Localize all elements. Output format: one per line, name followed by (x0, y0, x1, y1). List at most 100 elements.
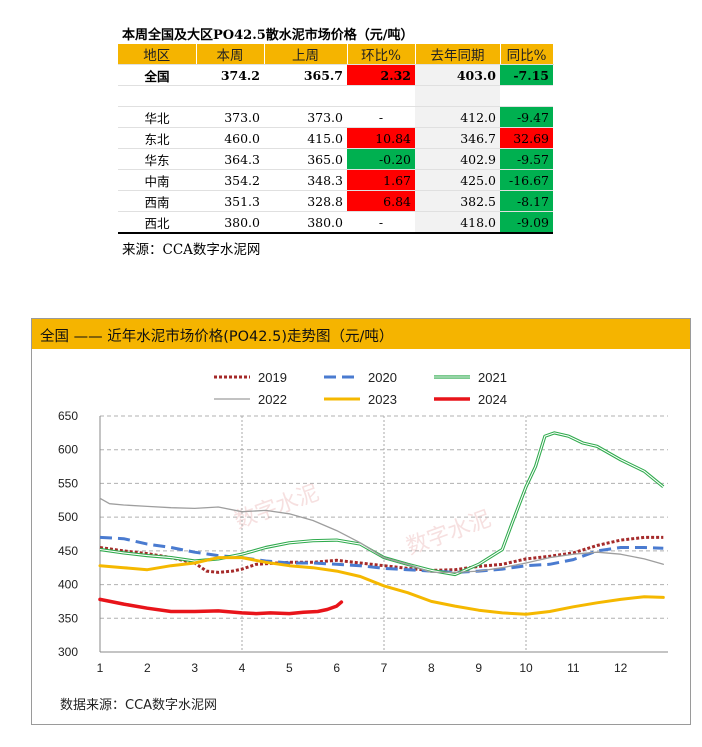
cell-wow: - (347, 106, 415, 128)
series-2019-line (99, 535, 664, 574)
legend-label-2019: 2019 (258, 370, 287, 385)
cell-region: 西南 (118, 190, 196, 212)
cell-region: 中南 (118, 169, 196, 191)
cell-last-year: 382.5 (415, 190, 500, 212)
cell-wow (347, 85, 415, 107)
table-row: 全国 374.2 365.7 2.32 403.0 -7.15 (118, 64, 553, 86)
table-title: 本周全国及大区PO42.5散水泥市场价格（元/吨） (122, 28, 414, 43)
x-tick-label: 8 (428, 661, 435, 675)
header-last-year: 去年同期 (415, 44, 501, 65)
cell-yoy: 32.69 (500, 127, 553, 149)
cell-region: 华北 (118, 106, 196, 128)
cell-yoy: -16.67 (500, 169, 553, 191)
cell-yoy: -9.09 (500, 211, 553, 234)
chart-title: 全国 —— 近年水泥市场价格(PO42.5)走势图（元/吨） (40, 329, 394, 345)
series-2020-line (99, 535, 664, 574)
y-tick-label: 600 (58, 443, 78, 457)
cell-this-week: 380.0 (196, 211, 264, 234)
cell-last-year: 402.9 (415, 148, 500, 170)
table-row: 中南 354.2 348.3 1.67 425.0 -16.67 (118, 169, 553, 191)
x-tick-label: 3 (191, 661, 198, 675)
cell-this-week: 460.0 (196, 127, 264, 149)
cell-this-week: 374.2 (196, 64, 264, 86)
y-tick-label: 400 (58, 578, 78, 592)
cell-region: 东北 (118, 127, 196, 149)
header-wow: 环比% (347, 44, 416, 65)
cell-last-year: 346.7 (415, 127, 500, 149)
cell-last-week: 415.0 (264, 127, 347, 149)
chart-header: 全国 —— 近年水泥市场价格(PO42.5)走势图（元/吨） (32, 319, 690, 349)
table-row: 华东 364.3 365.0 -0.20 402.9 -9.57 (118, 148, 553, 170)
cell-yoy: -8.17 (500, 190, 553, 212)
cell-wow: -0.20 (347, 148, 415, 170)
y-tick-label: 550 (58, 476, 78, 490)
y-tick-label: 350 (58, 611, 78, 625)
y-tick-label: 650 (58, 409, 78, 423)
cell-last-week (264, 85, 347, 107)
cell-region: 西北 (118, 211, 196, 234)
x-tick-label: 9 (475, 661, 482, 675)
cell-this-week: 373.0 (196, 106, 264, 128)
table-row: 华北 373.0 373.0-412.0 -9.47 (118, 106, 553, 128)
cell-yoy: -7.15 (500, 64, 553, 86)
legend-label-2023: 2023 (368, 392, 397, 407)
series-2024-line (98, 597, 344, 616)
cell-last-year (415, 85, 500, 107)
x-tick-label: 1 (97, 661, 104, 675)
cell-wow: 2.32 (347, 64, 415, 86)
legend-label-2022: 2022 (258, 392, 287, 407)
cell-last-week: 365.7 (264, 64, 347, 86)
chart-source: 数据来源：CCA数字水泥网 (60, 698, 218, 713)
x-tick-label: 4 (239, 661, 246, 675)
cell-region: 全国 (118, 64, 196, 86)
cell-last-year: 418.0 (415, 211, 500, 234)
header-this-week: 本周 (196, 44, 265, 65)
x-tick-label: 10 (519, 661, 533, 675)
y-tick-label: 500 (58, 510, 78, 524)
table-row: 东北 460.0 415.0 10.84 346.7 32.69 (118, 127, 553, 149)
x-tick-label: 5 (286, 661, 293, 675)
cell-this-week: 364.3 (196, 148, 264, 170)
cell-last-year: 425.0 (415, 169, 500, 191)
x-tick-label: 11 (567, 661, 580, 675)
legend-label-2024: 2024 (478, 392, 507, 407)
series-2022-line (99, 497, 664, 574)
cell-wow: - (347, 211, 415, 234)
x-tick-label: 12 (614, 661, 628, 675)
series-2023-line (98, 556, 665, 616)
cell-last-week: 380.0 (264, 211, 347, 234)
cell-last-year: 412.0 (415, 106, 500, 128)
table-row: 西北 380.0 380.0-418.0 -9.09 (118, 211, 553, 234)
cell-yoy (500, 85, 553, 107)
x-tick-label: 7 (381, 661, 388, 675)
table-source: 来源：CCA数字水泥网 (122, 242, 261, 258)
cell-region: 华东 (118, 148, 196, 170)
cell-yoy: -9.57 (500, 148, 553, 170)
x-tick-label: 2 (144, 661, 151, 675)
header-yoy: 同比% (500, 44, 554, 65)
price-table: 地区 本周 上周 环比% 去年同期 同比% 全国 374.2 365.7 2.32 40… (118, 44, 554, 234)
cell-last-week: 365.0 (264, 148, 347, 170)
table-header-row: 地区 本周 上周 环比% 去年同期 同比% (118, 44, 554, 65)
cell-wow: 10.84 (347, 127, 415, 149)
cell-yoy: -9.47 (500, 106, 553, 128)
x-tick-label: 6 (333, 661, 340, 675)
cell-this-week: 351.3 (196, 190, 264, 212)
y-tick-label: 450 (58, 544, 78, 558)
cell-wow: 6.84 (347, 190, 415, 212)
table-row: 西南 351.3 328.8 6.84 382.5 -8.17 (118, 190, 553, 212)
y-tick-label: 300 (58, 645, 78, 659)
cell-last-week: 373.0 (264, 106, 347, 128)
cell-region (118, 85, 196, 107)
legend-label-2020: 2020 (368, 370, 397, 385)
cell-this-week (196, 85, 264, 107)
cell-this-week: 354.2 (196, 169, 264, 191)
cell-last-week: 348.3 (264, 169, 347, 191)
header-region: 地区 (118, 44, 197, 65)
header-last-week: 上周 (264, 44, 348, 65)
cell-last-year: 403.0 (415, 64, 500, 86)
legend-label-2021: 2021 (478, 370, 507, 385)
table-row (118, 85, 553, 107)
cell-wow: 1.67 (347, 169, 415, 191)
